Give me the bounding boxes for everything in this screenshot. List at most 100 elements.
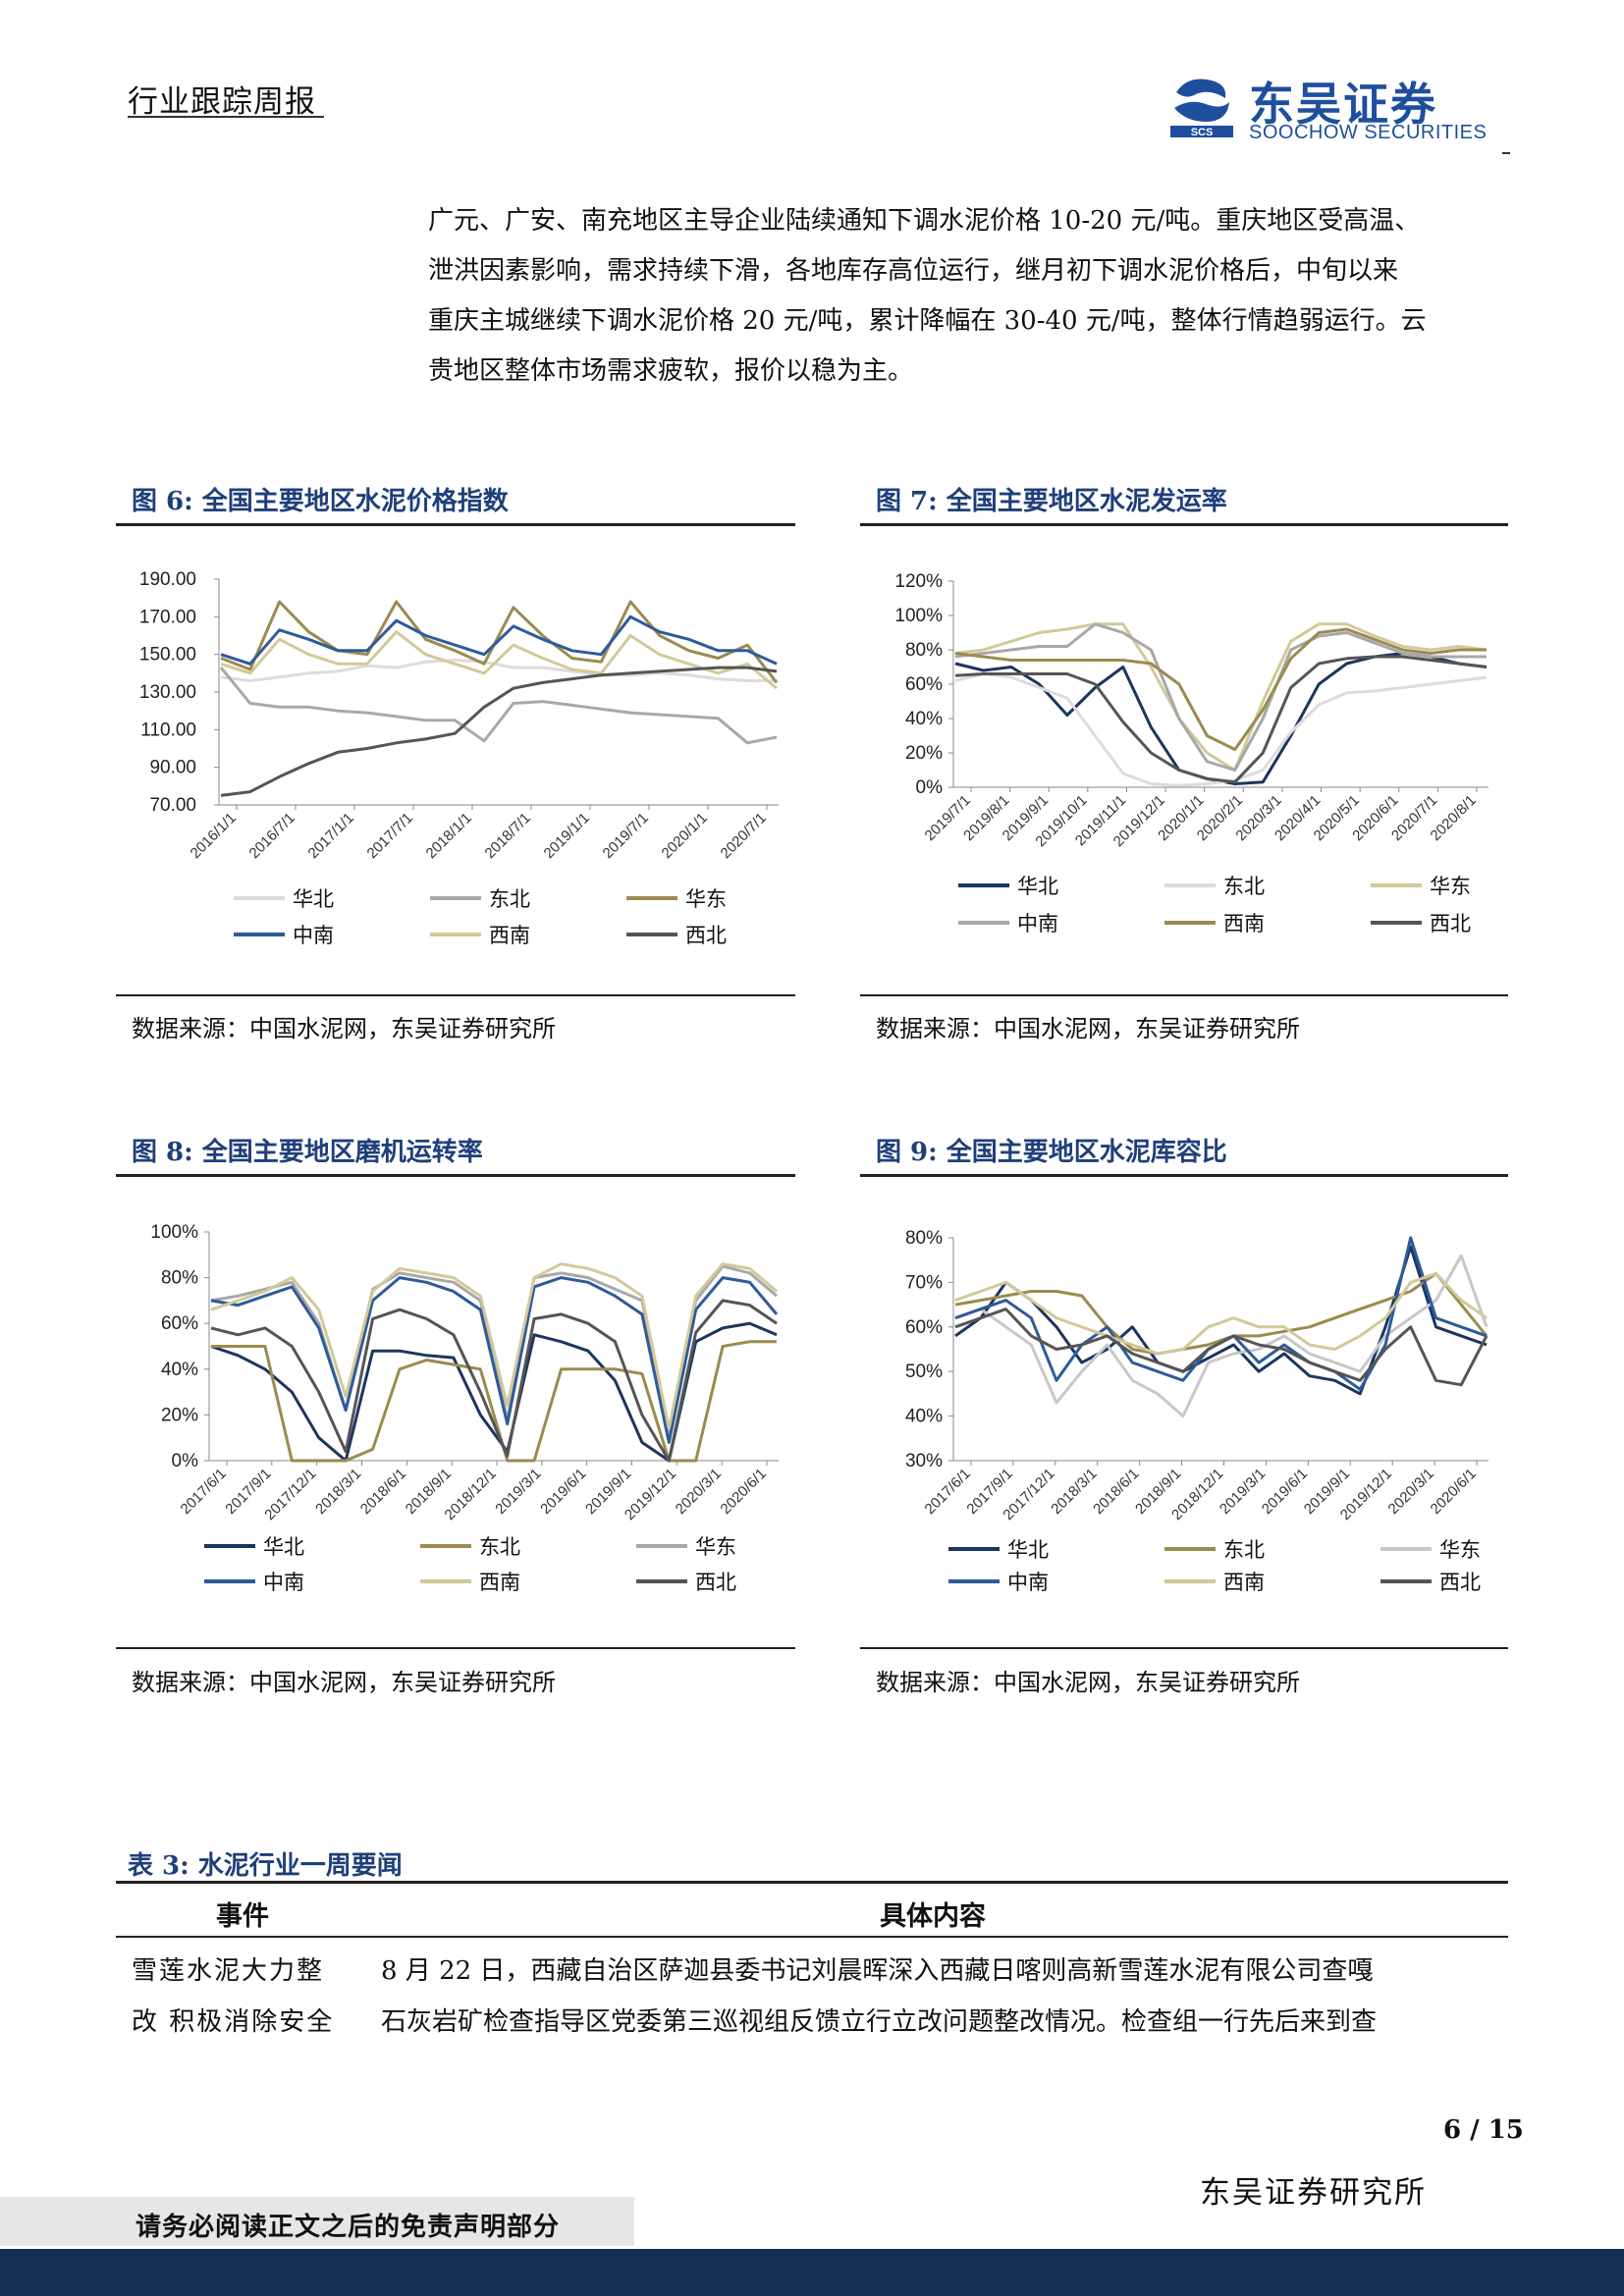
figure-7-bottom-rule [860, 994, 1508, 996]
table-row-content: 8 月 22 日，西藏自治区萨迦县委书记刘晨晖深入西藏日喀则高新雪莲水泥有限公司… [381, 1946, 1500, 2048]
legend-label: 华东 [1439, 1539, 1481, 1562]
legend-label: 华东 [685, 888, 727, 911]
y-tick-label: 100% [894, 606, 943, 626]
figure-8-source: 数据来源：中国水泥网，东吴证券研究所 [132, 1669, 556, 1696]
legend-label: 东北 [479, 1536, 520, 1559]
y-tick-label: 50% [905, 1362, 943, 1382]
series-line-西南 [954, 1271, 1488, 1356]
body-line: 贵地区整体市场需求疲软，报价以稳为主。 [428, 356, 914, 386]
x-tick-label: 2020/6/1 [718, 1466, 770, 1518]
legend-label: 华北 [1017, 876, 1058, 898]
series-line-中南 [220, 614, 778, 666]
disclaimer-band [0, 2197, 634, 2246]
y-tick-label: 20% [161, 1405, 198, 1425]
series-line-西南 [210, 1262, 778, 1430]
figure-6-top-rule [116, 523, 795, 526]
legend-label: 中南 [293, 925, 334, 947]
series-line-华东 [954, 1254, 1489, 1418]
series-line-东北 [211, 1340, 777, 1463]
series-line-中南 [210, 1276, 779, 1444]
table-header-rule [116, 1936, 1508, 1938]
figure-9-top-rule [860, 1174, 1508, 1177]
series-line-东北 [954, 672, 1488, 787]
y-tick-label: 60% [905, 1317, 943, 1338]
footer-org: 东吴证券研究所 [1200, 2175, 1427, 2211]
report-type: 行业跟踪周报 [128, 84, 316, 120]
y-tick-label: 130.00 [139, 682, 196, 703]
legend-label: 西北 [1430, 913, 1471, 935]
content-line: 石灰岩矿检查指导区党委第三巡视组反馈立行立改问题整改情况。检查组一行先后来到查 [381, 2007, 1378, 2037]
figure-8-chart: 100%80%60%40%20%0%2017/6/12017/9/12017/1… [116, 1181, 795, 1644]
y-tick-label: 40% [905, 1407, 943, 1427]
body-line: 重庆主城继续下调水泥价格 20 元/吨，累计降幅在 30-40 元/吨，整体行情… [428, 306, 1427, 336]
figure-6-title: 图 6: 全国主要地区水泥价格指数 [132, 487, 509, 516]
legend-label: 西南 [489, 925, 530, 947]
logo-chinese-name: 东吴证券 [1249, 78, 1437, 131]
y-tick-label: 20% [905, 743, 943, 764]
body-line: 泄洪因素影响，需求持续下滑，各地库存高位运行，继月初下调水泥价格后，中旬以来 [428, 256, 1399, 286]
series-line-西北 [954, 655, 1488, 784]
table-header-content: 具体内容 [880, 1901, 986, 1932]
y-tick-label: 40% [905, 709, 943, 729]
y-tick-label: 110.00 [140, 720, 196, 740]
x-tick-label: 2020/6/1 [1428, 1466, 1480, 1518]
x-tick-label: 2019/3/1 [1217, 1466, 1269, 1518]
legend-label: 西南 [1223, 913, 1265, 935]
legend-label: 华东 [1430, 876, 1471, 898]
x-tick-label: 2018/3/1 [1048, 1466, 1100, 1518]
legend-label: 华北 [263, 1536, 304, 1559]
legend-label: 西北 [1439, 1572, 1481, 1594]
content-line: 8 月 22 日，西藏自治区萨迦县委书记刘晨晖深入西藏日喀则高新雪莲水泥有限公司… [381, 1956, 1374, 1986]
figure-6-source: 数据来源：中国水泥网，东吴证券研究所 [132, 1015, 556, 1042]
legend-label: 西北 [685, 925, 727, 947]
series-line-华北 [210, 1321, 778, 1463]
event-line: 雪莲水泥大力整 [132, 1956, 325, 1986]
scs-logo-icon: SCS [1170, 79, 1233, 138]
figure-7-title: 图 7: 全国主要地区水泥发运率 [876, 487, 1227, 516]
x-tick-label: 2017/7/1 [364, 810, 416, 862]
x-tick-label: 2018/1/1 [423, 810, 475, 862]
body-paragraph: 广元、广安、南充地区主导企业陆续通知下调水泥价格 10-20 元/吨。重庆地区受… [428, 196, 1508, 397]
x-tick-label: 2020/3/1 [1385, 1466, 1437, 1518]
y-tick-label: 80% [161, 1268, 198, 1289]
event-line: 改 积极消除安全 [132, 2007, 335, 2037]
body-line: 广元、广安、南充地区主导企业陆续通知下调水泥价格 10-20 元/吨。重庆地区受… [428, 206, 1421, 236]
page-number: 6 / 15 [1443, 2115, 1524, 2145]
x-tick-label: 2016/1/1 [188, 810, 240, 862]
x-tick-label: 2018/3/1 [312, 1466, 364, 1518]
x-tick-label: 2019/7/1 [600, 810, 652, 862]
y-tick-label: 30% [905, 1451, 943, 1471]
figure-7-top-rule [860, 523, 1508, 526]
legend-label: 中南 [263, 1572, 304, 1594]
header-tick [1502, 152, 1510, 154]
legend-label: 华北 [1007, 1539, 1049, 1562]
x-tick-label: 2019/6/1 [1259, 1466, 1311, 1518]
figure-9-title: 图 9: 全国主要地区水泥库容比 [876, 1138, 1227, 1167]
x-tick-label: 2017/6/1 [922, 1466, 974, 1518]
x-tick-label: 2019/3/1 [492, 1466, 544, 1518]
figure-7-source: 数据来源：中国水泥网，东吴证券研究所 [876, 1015, 1300, 1042]
x-tick-label: 2019/6/1 [537, 1466, 589, 1518]
series-line-华北 [220, 658, 777, 682]
y-tick-label: 60% [161, 1313, 198, 1334]
y-tick-label: 120% [894, 571, 943, 592]
y-tick-label: 60% [905, 674, 943, 695]
footer-bar [0, 2249, 1624, 2296]
figure-6-bottom-rule [116, 994, 795, 996]
y-tick-label: 80% [905, 1228, 943, 1249]
series-line-西南 [220, 630, 778, 690]
x-tick-label: 2019/1/1 [541, 810, 593, 862]
legend-label: 华东 [695, 1536, 736, 1559]
figure-8-title: 图 8: 全国主要地区磨机运转率 [132, 1138, 483, 1167]
series-line-东北 [219, 667, 778, 745]
y-tick-label: 80% [905, 640, 943, 661]
header-underline [128, 116, 324, 118]
table-top-rule [116, 1881, 1508, 1884]
series-line-西北 [210, 1299, 778, 1463]
series-line-西南 [954, 627, 1487, 751]
figure-8-top-rule [116, 1174, 795, 1177]
figure-6-chart: 190.00 170.00 150.00 130.00 110.00 90.00 70.00… [116, 530, 795, 991]
legend-label: 中南 [1007, 1572, 1049, 1594]
x-tick-label: 2016/7/1 [246, 810, 298, 862]
x-tick-label: 2018/6/1 [357, 1466, 409, 1518]
